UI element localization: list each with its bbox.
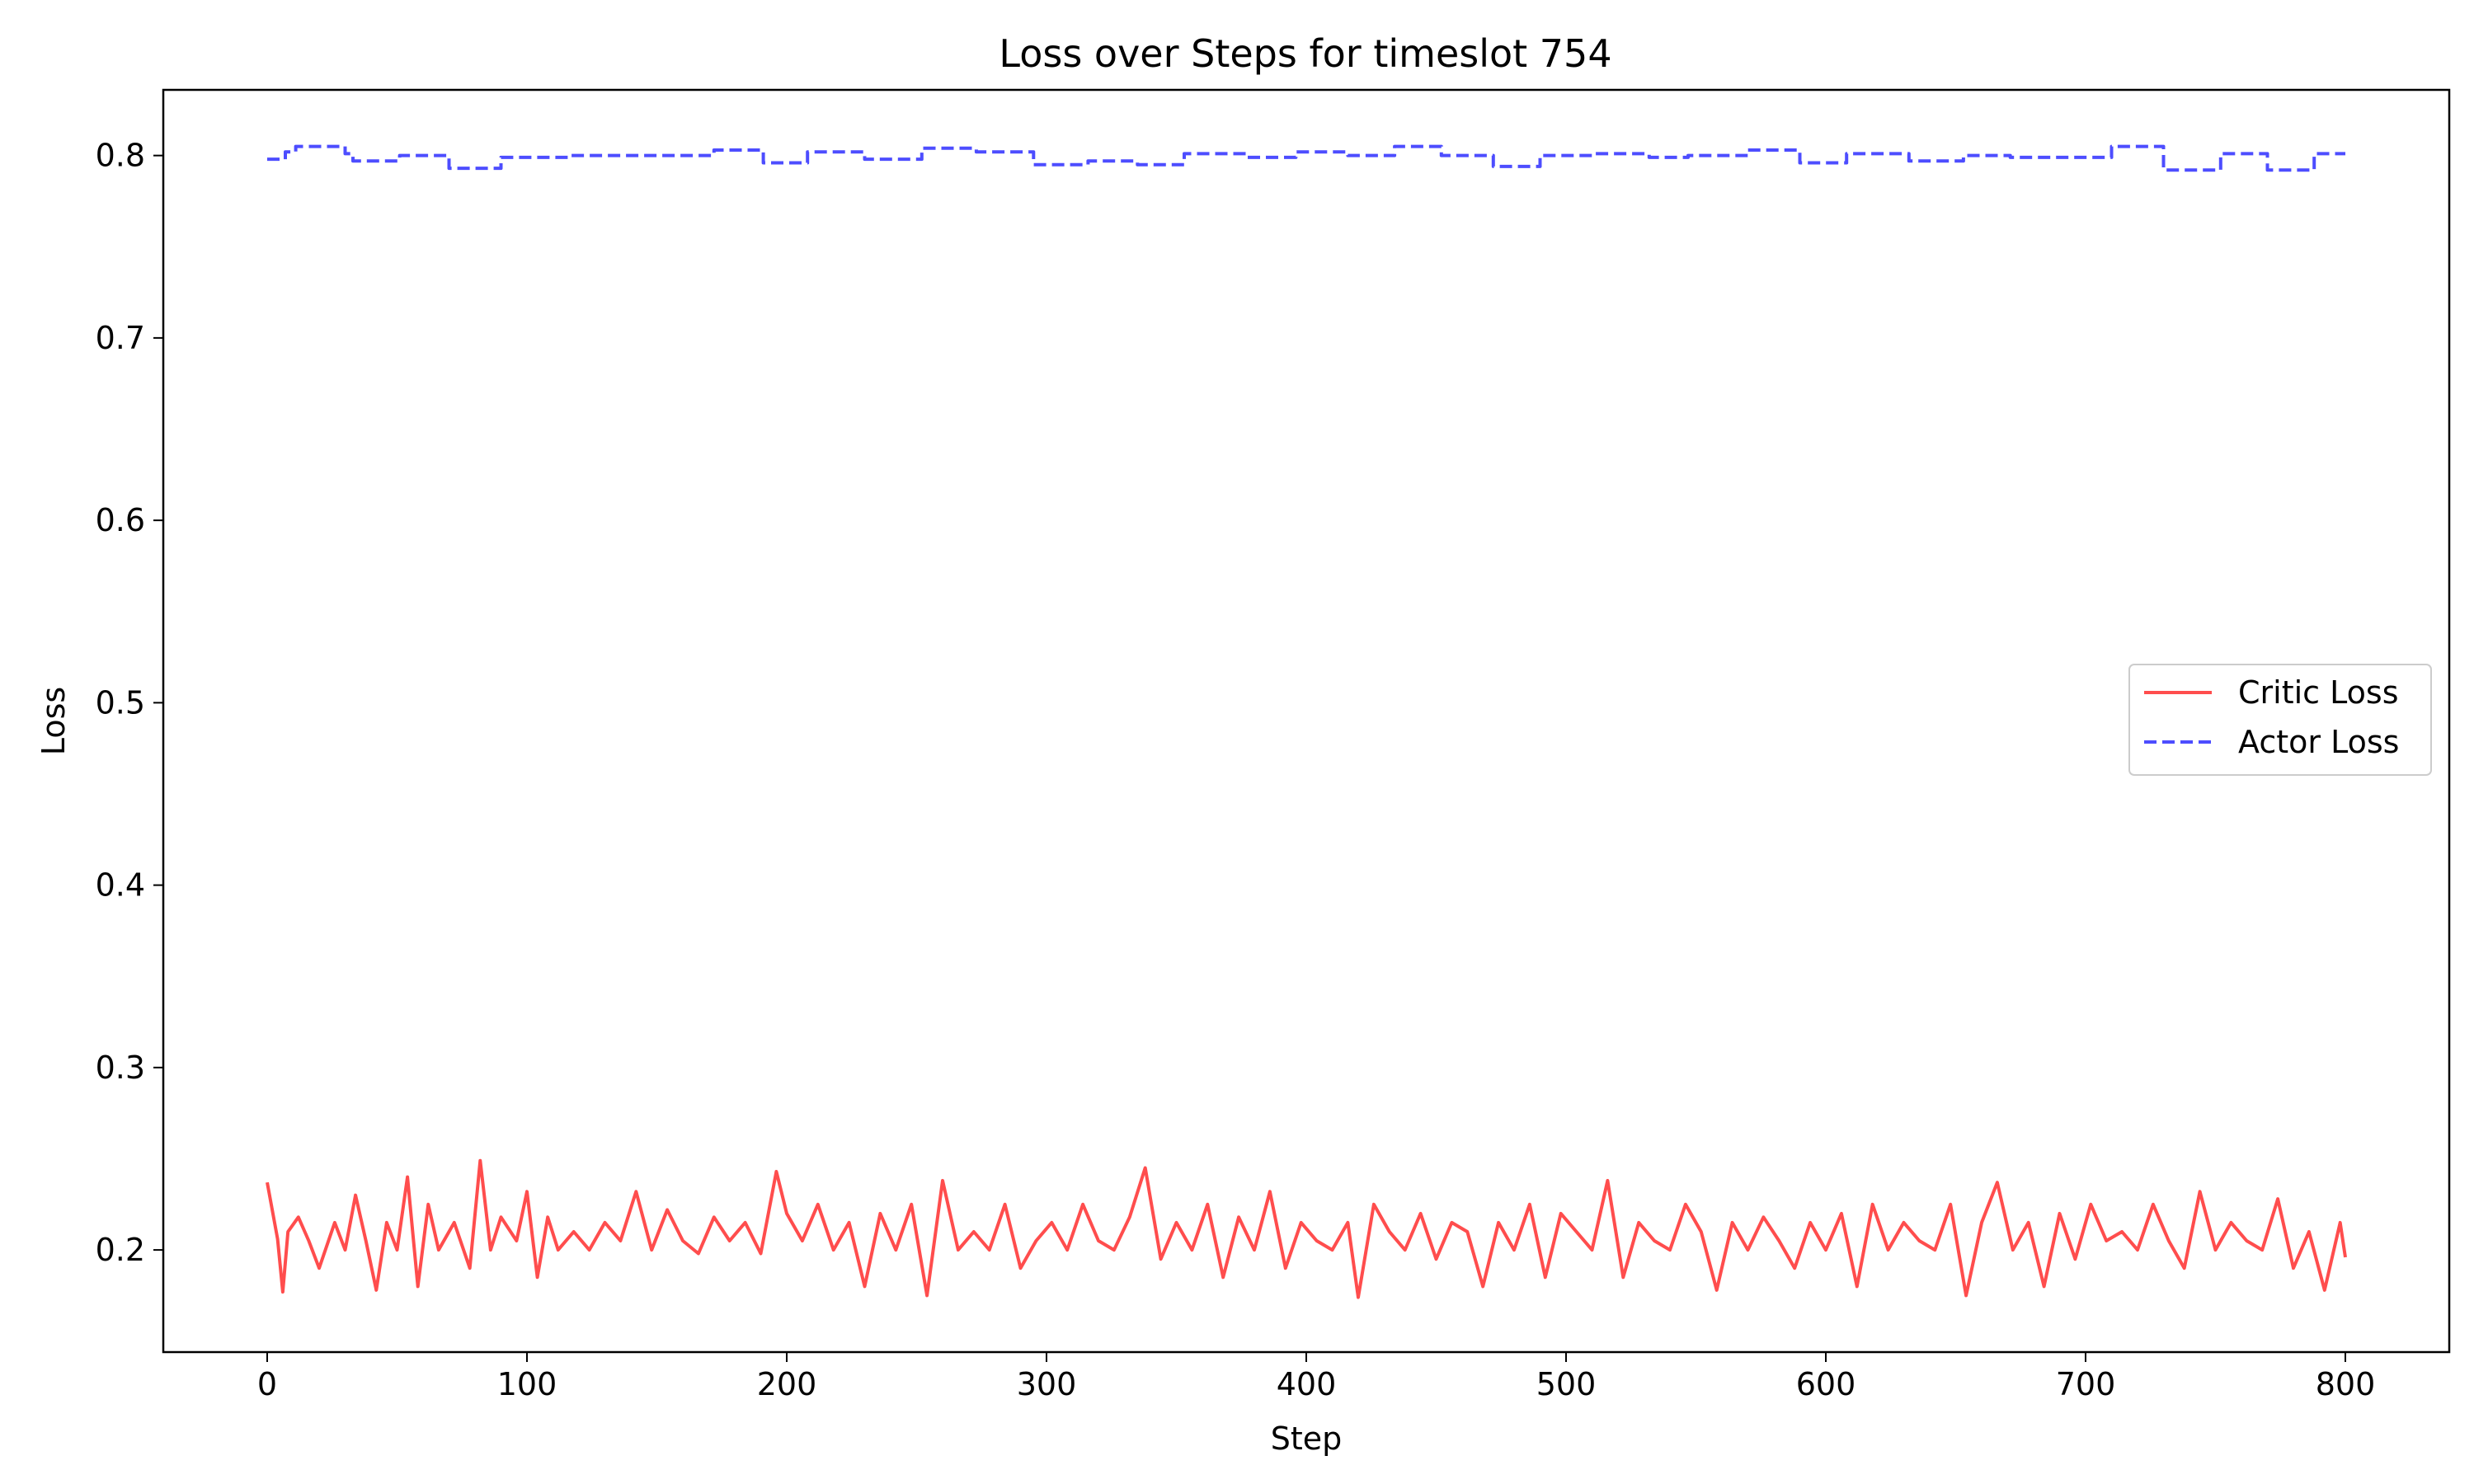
x-tick-label: 300 bbox=[1017, 1366, 1077, 1402]
x-axis-label: Step bbox=[1271, 1421, 1343, 1457]
y-tick-label: 0.2 bbox=[96, 1232, 145, 1268]
x-tick-label: 200 bbox=[757, 1366, 817, 1402]
plot-series bbox=[266, 144, 2347, 1299]
critic-loss-line bbox=[266, 1158, 2347, 1299]
x-tick-label: 600 bbox=[1796, 1366, 1856, 1402]
y-axis: 0.2 0.3 0.4 0.5 0.6 0.7 0.8 bbox=[96, 138, 163, 1268]
y-tick-label: 0.5 bbox=[96, 684, 145, 721]
x-tick-label: 400 bbox=[1277, 1366, 1337, 1402]
legend-label: Actor Loss bbox=[2238, 724, 2399, 760]
x-tick-label: 700 bbox=[2056, 1366, 2116, 1402]
chart-title: Loss over Steps for timeslot 754 bbox=[999, 31, 1611, 76]
x-tick-label: 500 bbox=[1536, 1366, 1597, 1402]
x-tick-label: 800 bbox=[2316, 1366, 2376, 1402]
x-tick-label: 100 bbox=[497, 1366, 557, 1402]
y-tick-label: 0.8 bbox=[96, 138, 145, 174]
actor-loss-line bbox=[267, 144, 2345, 172]
y-axis-label: Loss bbox=[35, 687, 72, 755]
y-tick-label: 0.6 bbox=[96, 502, 145, 538]
y-tick-label: 0.7 bbox=[96, 320, 145, 356]
y-tick-label: 0.4 bbox=[96, 867, 145, 904]
x-axis: 0 100 200 300 400 500 600 700 800 bbox=[257, 1352, 2375, 1402]
legend-label: Critic Loss bbox=[2238, 674, 2399, 711]
y-tick-label: 0.3 bbox=[96, 1050, 145, 1086]
x-tick-label: 0 bbox=[257, 1366, 277, 1402]
legend: Critic Loss Actor Loss bbox=[2128, 664, 2432, 776]
